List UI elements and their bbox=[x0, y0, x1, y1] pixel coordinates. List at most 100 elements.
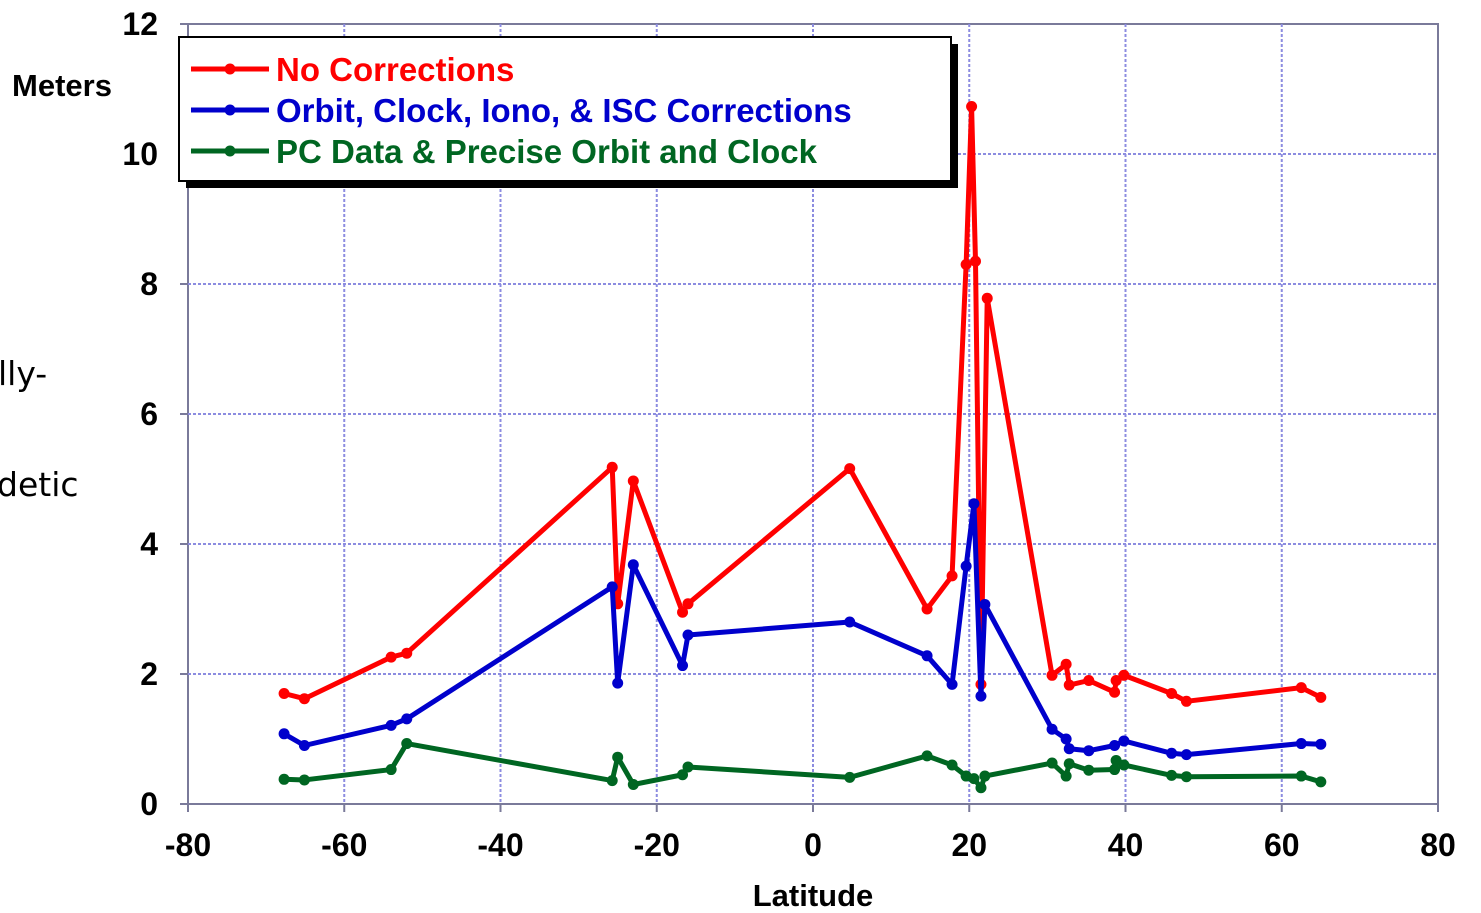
legend-swatch-marker bbox=[224, 145, 236, 157]
side-text-line-1: lly- bbox=[0, 354, 47, 393]
legend-swatch-marker bbox=[224, 104, 236, 116]
x-tick-label: 60 bbox=[1264, 827, 1300, 863]
y-tick-label: 8 bbox=[140, 266, 158, 302]
data-point bbox=[1083, 675, 1095, 686]
data-point bbox=[975, 782, 987, 794]
legend: No Corrections Orbit, Clock, Iono, & ISC … bbox=[178, 36, 958, 188]
legend-box bbox=[178, 36, 952, 182]
data-point bbox=[627, 475, 639, 487]
legend-swatch-marker bbox=[224, 63, 236, 75]
data-point bbox=[682, 598, 694, 610]
data-point bbox=[1046, 723, 1058, 735]
data-point bbox=[606, 581, 618, 593]
x-axis: -80 -60 -40 -20 0 20 40 60 80 bbox=[165, 804, 1456, 863]
data-point bbox=[1118, 735, 1130, 747]
data-point bbox=[1109, 740, 1121, 751]
series-group bbox=[278, 101, 1327, 794]
data-point bbox=[1063, 679, 1075, 691]
data-point bbox=[1315, 738, 1327, 750]
side-text-line-2: detic bbox=[0, 465, 79, 504]
data-point bbox=[921, 603, 933, 615]
data-point bbox=[677, 769, 689, 781]
data-point bbox=[612, 677, 624, 689]
data-point bbox=[1295, 770, 1307, 782]
legend-label: No Corrections bbox=[276, 51, 514, 88]
data-point bbox=[968, 773, 980, 785]
x-tick-label: 80 bbox=[1420, 827, 1456, 863]
data-point bbox=[1046, 757, 1058, 769]
y-tick-label: 6 bbox=[140, 396, 158, 432]
data-point bbox=[1315, 776, 1327, 788]
data-point bbox=[1083, 764, 1095, 776]
data-point bbox=[1046, 669, 1058, 681]
data-point bbox=[298, 693, 310, 705]
data-point bbox=[1118, 669, 1130, 681]
data-point bbox=[401, 738, 413, 750]
x-tick-label: -80 bbox=[165, 827, 211, 863]
data-point bbox=[1083, 745, 1095, 757]
y-tick-label: 2 bbox=[140, 656, 158, 692]
data-point bbox=[1180, 695, 1192, 707]
x-tick-label: 40 bbox=[1108, 827, 1144, 863]
data-point bbox=[682, 761, 694, 773]
data-point bbox=[612, 751, 624, 763]
data-point bbox=[921, 650, 933, 662]
data-point bbox=[960, 560, 972, 572]
data-point bbox=[298, 774, 310, 786]
data-point bbox=[1315, 691, 1327, 703]
data-point bbox=[844, 463, 856, 475]
legend-label: Orbit, Clock, Iono, & ISC Corrections bbox=[276, 92, 852, 129]
data-point bbox=[606, 775, 618, 787]
y-axis: 0 2 4 6 8 10 12 bbox=[122, 6, 188, 822]
data-point bbox=[1295, 682, 1307, 694]
y-tick-label: 10 bbox=[122, 136, 158, 172]
data-point bbox=[921, 750, 933, 762]
data-point bbox=[968, 498, 980, 510]
data-point bbox=[627, 559, 639, 571]
data-point bbox=[401, 647, 413, 659]
x-tick-label: 20 bbox=[951, 827, 987, 863]
x-tick-label: -60 bbox=[321, 827, 367, 863]
x-tick-label: 0 bbox=[804, 827, 822, 863]
data-point bbox=[682, 629, 694, 641]
data-point bbox=[1060, 658, 1072, 670]
data-point bbox=[606, 461, 618, 473]
data-point bbox=[1110, 675, 1122, 686]
data-point bbox=[385, 764, 397, 776]
y-axis-title: Meters bbox=[12, 68, 112, 103]
legend-label: PC Data & Precise Orbit and Clock bbox=[276, 133, 818, 170]
data-point bbox=[278, 728, 290, 740]
data-point bbox=[1060, 770, 1072, 782]
data-point bbox=[1109, 686, 1121, 698]
data-point bbox=[1295, 738, 1307, 750]
data-point bbox=[981, 292, 993, 304]
x-tick-label: -40 bbox=[477, 827, 523, 863]
data-point bbox=[385, 651, 397, 663]
series-2 bbox=[278, 498, 1327, 761]
data-point bbox=[627, 779, 639, 790]
data-point bbox=[677, 660, 689, 672]
data-point bbox=[1166, 769, 1178, 781]
data-point bbox=[385, 719, 397, 731]
data-point bbox=[946, 759, 958, 771]
data-point bbox=[298, 740, 310, 751]
data-point bbox=[1109, 764, 1121, 776]
data-point bbox=[1060, 733, 1072, 745]
y-tick-label: 4 bbox=[140, 526, 158, 562]
data-point bbox=[975, 690, 987, 702]
data-point bbox=[844, 616, 856, 628]
data-point bbox=[1063, 758, 1075, 770]
x-axis-title: Latitude bbox=[753, 878, 874, 913]
y-tick-label: 0 bbox=[140, 786, 158, 822]
data-point bbox=[677, 606, 689, 618]
data-point bbox=[401, 713, 413, 725]
series-1 bbox=[278, 101, 1327, 707]
data-point bbox=[1063, 743, 1075, 755]
data-point bbox=[966, 101, 978, 113]
series-3 bbox=[278, 738, 1327, 794]
data-point bbox=[960, 259, 972, 270]
data-point bbox=[278, 773, 290, 785]
data-point bbox=[946, 678, 958, 690]
data-point bbox=[979, 770, 991, 782]
